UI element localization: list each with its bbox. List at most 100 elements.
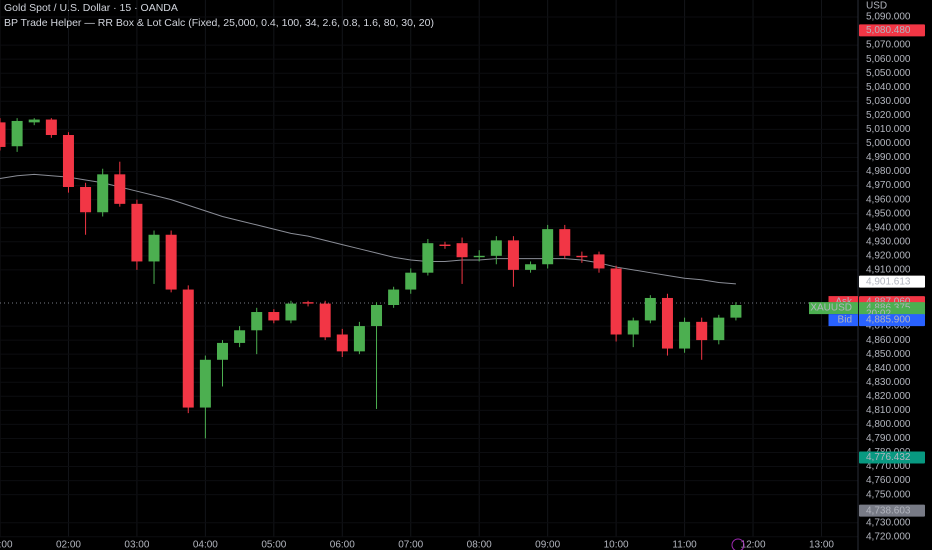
y-tick-label: 4,850.000: [866, 349, 911, 360]
y-tick-label: 5,020.000: [866, 110, 911, 121]
price-tag-bg: [859, 314, 925, 327]
y-tick-label: 4,830.000: [866, 377, 911, 388]
price-tag-label: 4,738.603: [866, 505, 911, 516]
candle-body: [0, 122, 6, 147]
y-tick-label: 4,730.000: [866, 517, 911, 528]
candle-body: [371, 304, 383, 327]
candle-body: [148, 234, 160, 262]
candle-body: [559, 229, 571, 256]
candle-body: [182, 289, 194, 408]
y-tick-label: 4,770.000: [866, 461, 911, 472]
price-tag-bg: [859, 451, 925, 464]
candle-body: [11, 120, 23, 147]
candle-body: [199, 359, 211, 408]
candle-body: [542, 229, 554, 265]
y-tick-label: 4,950.000: [866, 208, 911, 219]
price-tag-bg: [859, 275, 925, 288]
candle-body: [302, 302, 314, 304]
y-tick-label: 4,760.000: [866, 475, 911, 486]
candle-body: [114, 174, 126, 204]
x-tick-label: 09:00: [535, 540, 560, 550]
y-tick-label: 4,750.000: [866, 489, 911, 500]
y-tick-label: 4,840.000: [866, 363, 911, 374]
y-tick-label: 5,070.000: [866, 40, 911, 51]
candle-body: [576, 255, 588, 258]
price-tag: 4,901.613: [859, 275, 925, 288]
x-tick-label: 04:00: [193, 540, 218, 550]
candle-body: [336, 334, 348, 352]
chart-title: Gold Spot / U.S. Dollar · 15 · OANDA: [4, 2, 178, 14]
candle-body: [285, 303, 297, 321]
candle-body: [45, 119, 57, 136]
y-tick-label: 5,040.000: [866, 82, 911, 93]
candle-body: [713, 317, 725, 341]
y-tick-label: 4,720.000: [866, 531, 911, 542]
x-tick-label: 11:00: [672, 540, 697, 550]
replay-icon[interactable]: [731, 538, 745, 550]
x-tick-label: 07:00: [398, 540, 423, 550]
candle-body: [456, 243, 468, 258]
price-tag-name-bg: [809, 302, 858, 315]
currency-label: USD: [866, 1, 887, 12]
candle-body: [251, 312, 263, 331]
price-tag: 4,776.432: [859, 451, 925, 464]
y-tick-label: 5,060.000: [866, 54, 911, 65]
candle-body: [319, 303, 331, 338]
x-tick-label: 13:00: [809, 540, 834, 550]
candle-body: [730, 304, 742, 318]
price-tag: 5,080.480: [859, 24, 925, 37]
x-tick-label: 03:00: [124, 540, 149, 550]
candle-body: [644, 297, 656, 321]
y-tick-label: 4,860.000: [866, 335, 911, 346]
candle-body: [165, 234, 177, 290]
x-tick-label: 05:00: [261, 540, 286, 550]
candle-body: [97, 174, 109, 213]
y-tick-label: 4,940.000: [866, 222, 911, 233]
price-tag-name-bg: [828, 314, 858, 327]
price-tag-label: 4,901.613: [866, 276, 911, 287]
price-tag: 4,738.603: [859, 504, 925, 517]
price-tag-name: XAUUSD: [810, 303, 852, 314]
y-tick-label: 5,090.000: [866, 12, 911, 23]
candle-body: [473, 255, 485, 258]
y-tick-label: 5,000.000: [866, 138, 911, 149]
candle-body: [268, 312, 280, 321]
price-tag-label: 4,776.432: [866, 452, 911, 463]
x-tick-label: 06:00: [330, 540, 355, 550]
candle-body: [28, 119, 40, 123]
x-tick-label: 08:00: [467, 540, 492, 550]
x-tick-label: 12:00: [741, 540, 766, 550]
candle-body: [388, 289, 400, 305]
x-tick-label: 01:00: [0, 540, 13, 550]
y-tick-label: 4,810.000: [866, 405, 911, 416]
y-tick-label: 4,920.000: [866, 250, 911, 261]
candle-body: [507, 240, 519, 270]
candle-body: [627, 320, 639, 335]
y-tick-label: 5,050.000: [866, 68, 911, 79]
candle-body: [661, 297, 673, 349]
y-tick-label: 4,800.000: [866, 419, 911, 430]
y-tick-label: 5,030.000: [866, 96, 911, 107]
candle-body: [62, 135, 74, 187]
y-tick-label: 4,870.000: [866, 321, 911, 332]
x-tick-label: 10:00: [604, 540, 629, 550]
price-tag-bg: [859, 24, 925, 37]
candle-body: [610, 268, 622, 335]
price-tag: 4,885.900 Bid: [828, 314, 925, 327]
y-tick-label: 4,820.000: [866, 391, 911, 402]
y-tick-label: 5,010.000: [866, 124, 911, 135]
indicator-label: BP Trade Helper — RR Box & Lot Calc (Fix…: [4, 17, 434, 29]
candle-body: [439, 244, 451, 246]
candle-body: [405, 272, 417, 290]
candle-body: [234, 330, 246, 343]
price-tag-name: Bid: [838, 315, 852, 326]
candle-body: [422, 243, 434, 273]
y-tick-label: 4,790.000: [866, 433, 911, 444]
candle-body: [593, 254, 605, 269]
y-tick-label: 4,960.000: [866, 194, 911, 205]
y-tick-label: 4,990.000: [866, 152, 911, 163]
candle-body: [80, 186, 92, 213]
